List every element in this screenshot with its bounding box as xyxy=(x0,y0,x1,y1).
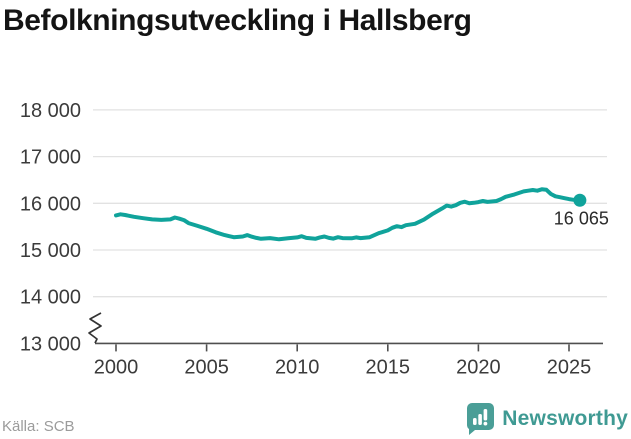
page-title: Befolkningsutveckling i Hallsberg xyxy=(3,4,472,37)
y-tick-label: 17 000 xyxy=(20,147,81,169)
last-value-label: 16 065 xyxy=(554,208,609,228)
series-path xyxy=(114,187,582,242)
last-point-marker xyxy=(573,193,587,207)
x-axis: 2000 2005 2010 2015 2020 2025 xyxy=(94,342,603,378)
y-tick-label: 13 000 xyxy=(20,333,81,355)
y-tick-label: 15 000 xyxy=(20,240,81,262)
x-tick-label: 2010 xyxy=(275,356,320,378)
gridlines xyxy=(93,109,607,298)
y-tick-label: 14 000 xyxy=(20,287,81,309)
x-tick-label: 2025 xyxy=(547,356,592,378)
source-label: Källa: SCB xyxy=(2,418,75,435)
x-tick-label: 2000 xyxy=(94,356,139,378)
population-series-line xyxy=(114,187,587,242)
newsworthy-bubble-icon xyxy=(467,403,495,435)
x-tick-label: 2020 xyxy=(456,356,501,378)
x-tick-label: 2005 xyxy=(184,356,229,378)
y-axis-labels: 13 000 14 000 15 000 16 000 17 000 18 000 xyxy=(20,100,81,355)
brand-logo: Newsworthy xyxy=(465,402,628,436)
axis-break-squiggle xyxy=(88,312,102,344)
x-tick-label: 2015 xyxy=(366,356,411,378)
axis-break-icon xyxy=(88,312,102,344)
y-tick-label: 18 000 xyxy=(20,100,81,122)
brand-name: Newsworthy xyxy=(502,407,628,430)
y-tick-label: 16 000 xyxy=(20,193,81,215)
